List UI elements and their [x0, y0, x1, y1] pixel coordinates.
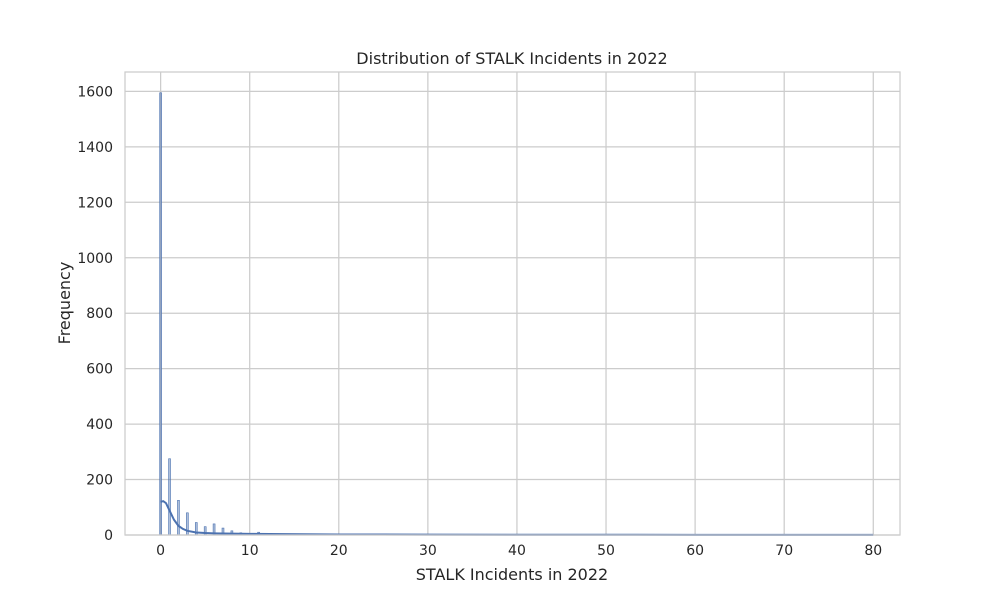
y-axis-ticks: 0 200 400 600 800 1000 1200 1400 1600	[77, 84, 113, 544]
x-tick-label: 50	[597, 543, 615, 559]
y-tick-label: 1600	[77, 84, 113, 100]
x-tick-label: 60	[686, 543, 704, 559]
y-tick-label: 400	[86, 417, 113, 433]
x-tick-label: 10	[241, 543, 259, 559]
histogram-bar	[177, 500, 180, 536]
y-tick-label: 200	[86, 473, 113, 489]
y-tick-label: 1000	[77, 251, 113, 267]
x-axis-ticks: 0 10 20 30 40 50 60 70 80	[156, 543, 882, 559]
plot-area	[125, 72, 900, 535]
plot-frame	[124, 71, 901, 536]
x-tick-label: 30	[419, 543, 437, 559]
y-tick-label: 1200	[77, 195, 113, 211]
x-tick-label: 40	[508, 543, 526, 559]
y-tick-label: 1400	[77, 140, 113, 156]
histogram-bar	[168, 458, 171, 536]
y-tick-label: 800	[86, 306, 113, 322]
histogram-bar	[159, 92, 162, 536]
y-tick-label: 0	[104, 528, 113, 544]
x-tick-label: 70	[775, 543, 793, 559]
y-tick-label: 600	[86, 362, 113, 378]
grid-lines	[125, 72, 900, 536]
x-axis-label: STALK Incidents in 2022	[416, 565, 608, 584]
x-tick-label: 80	[864, 543, 882, 559]
x-tick-label: 0	[156, 543, 165, 559]
chart-title: Distribution of STALK Incidents in 2022	[356, 49, 667, 68]
x-tick-label: 20	[330, 543, 348, 559]
y-axis-label: Frequency	[55, 262, 74, 345]
